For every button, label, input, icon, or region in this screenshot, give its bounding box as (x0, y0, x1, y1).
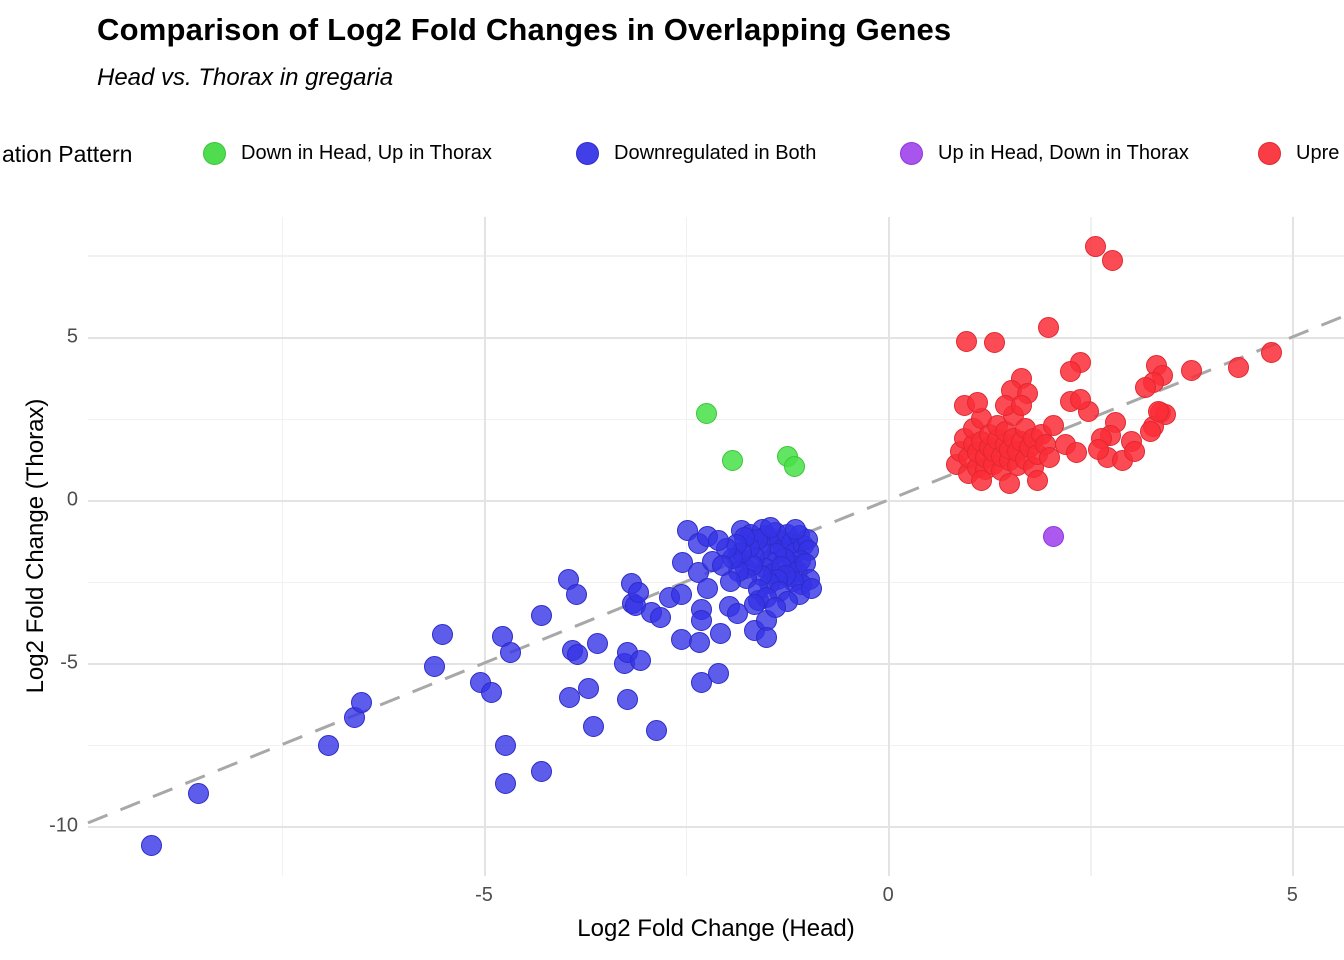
data-point (1102, 249, 1124, 271)
data-point (495, 772, 517, 794)
data-point (582, 716, 604, 738)
legend-dot-icon (203, 142, 226, 165)
gridline-horizontal (88, 336, 1344, 339)
data-point (587, 632, 609, 654)
data-point (1087, 438, 1109, 460)
legend-item-label: Up in Head, Down in Thorax (938, 142, 1189, 164)
data-point (1027, 469, 1049, 491)
gridline-horizontal (88, 744, 1344, 746)
gridline-vertical (888, 217, 891, 876)
gridline-horizontal (88, 255, 1344, 257)
gridline-vertical (686, 217, 688, 876)
data-point (784, 518, 806, 540)
x-tick-label: 0 (882, 884, 894, 906)
data-point (188, 782, 210, 804)
data-point (1180, 360, 1202, 382)
data-point (697, 577, 719, 599)
x-tick-label: -5 (475, 884, 493, 906)
data-point (1070, 389, 1091, 411)
legend-item-label: Downregulated in Both (614, 142, 817, 164)
data-point (1135, 377, 1157, 399)
legend-dot-icon (1258, 142, 1281, 165)
data-point (670, 584, 692, 606)
legend-dot-icon (900, 142, 923, 165)
data-point (690, 609, 712, 631)
data-point (424, 655, 446, 677)
data-point (970, 469, 992, 491)
data-point (707, 662, 729, 684)
data-point (707, 530, 729, 552)
data-point (1147, 401, 1169, 423)
data-point (495, 734, 517, 756)
data-point (984, 332, 1006, 354)
legend-item-label: Upre (1296, 142, 1340, 164)
data-point (645, 719, 667, 741)
chart-title: Comparison of Log2 Fold Changes in Overl… (97, 12, 952, 47)
y-tick-label: -5 (60, 651, 78, 674)
data-point (1038, 317, 1060, 339)
data-point (1085, 236, 1107, 258)
gridline-vertical (484, 217, 487, 876)
data-point (530, 761, 552, 783)
data-point (1042, 526, 1064, 548)
y-tick-label: 0 (66, 488, 78, 511)
data-point (1011, 394, 1032, 416)
data-point (627, 582, 649, 604)
data-point (721, 450, 743, 472)
data-point (1043, 414, 1065, 436)
data-point (709, 622, 731, 644)
data-point (1059, 361, 1081, 383)
data-point (649, 606, 671, 628)
data-point (956, 331, 978, 353)
gridline-vertical (1090, 217, 1092, 876)
data-point (480, 681, 502, 703)
data-point (1124, 440, 1146, 462)
data-point (760, 517, 782, 539)
gridline-vertical (281, 217, 284, 876)
data-point (530, 604, 552, 626)
gridline-vertical (1292, 217, 1295, 876)
data-point (500, 642, 522, 664)
x-axis-title: Log2 Fold Change (Head) (577, 915, 855, 942)
y-axis-title: Log2 Fold Change (Thorax) (22, 398, 49, 694)
legend-dot-icon (576, 142, 599, 165)
data-point (783, 455, 805, 477)
data-point (141, 835, 163, 857)
data-point (1039, 447, 1061, 469)
data-point (690, 672, 712, 694)
data-point (711, 554, 733, 576)
gridline-horizontal (88, 826, 1344, 829)
data-point (998, 473, 1020, 495)
data-point (559, 687, 581, 709)
data-point (565, 584, 587, 606)
legend-title: ation Pattern (2, 141, 133, 167)
legend: ation Pattern Down in Head, Up in Thorax… (0, 138, 1344, 168)
data-point (1260, 342, 1282, 364)
data-point (1139, 421, 1161, 443)
data-point (432, 623, 454, 645)
data-point (318, 735, 340, 757)
legend-item-label: Down in Head, Up in Thorax (241, 142, 492, 164)
data-point (695, 403, 717, 425)
gridline-horizontal (88, 500, 1344, 503)
data-point (629, 649, 651, 671)
data-point (617, 689, 639, 711)
data-point (567, 644, 589, 666)
data-point (966, 391, 988, 413)
x-tick-label: 5 (1286, 884, 1298, 906)
data-point (351, 692, 373, 714)
data-point (764, 597, 786, 619)
data-point (1065, 441, 1087, 463)
chart-subtitle: Head vs. Thorax in gregaria (97, 64, 394, 91)
data-point (800, 577, 822, 599)
data-point (755, 627, 777, 649)
data-point (689, 631, 711, 653)
data-point (577, 677, 599, 699)
y-tick-label: 5 (66, 325, 78, 348)
data-point (1227, 357, 1249, 379)
y-tick-label: -10 (49, 814, 78, 837)
